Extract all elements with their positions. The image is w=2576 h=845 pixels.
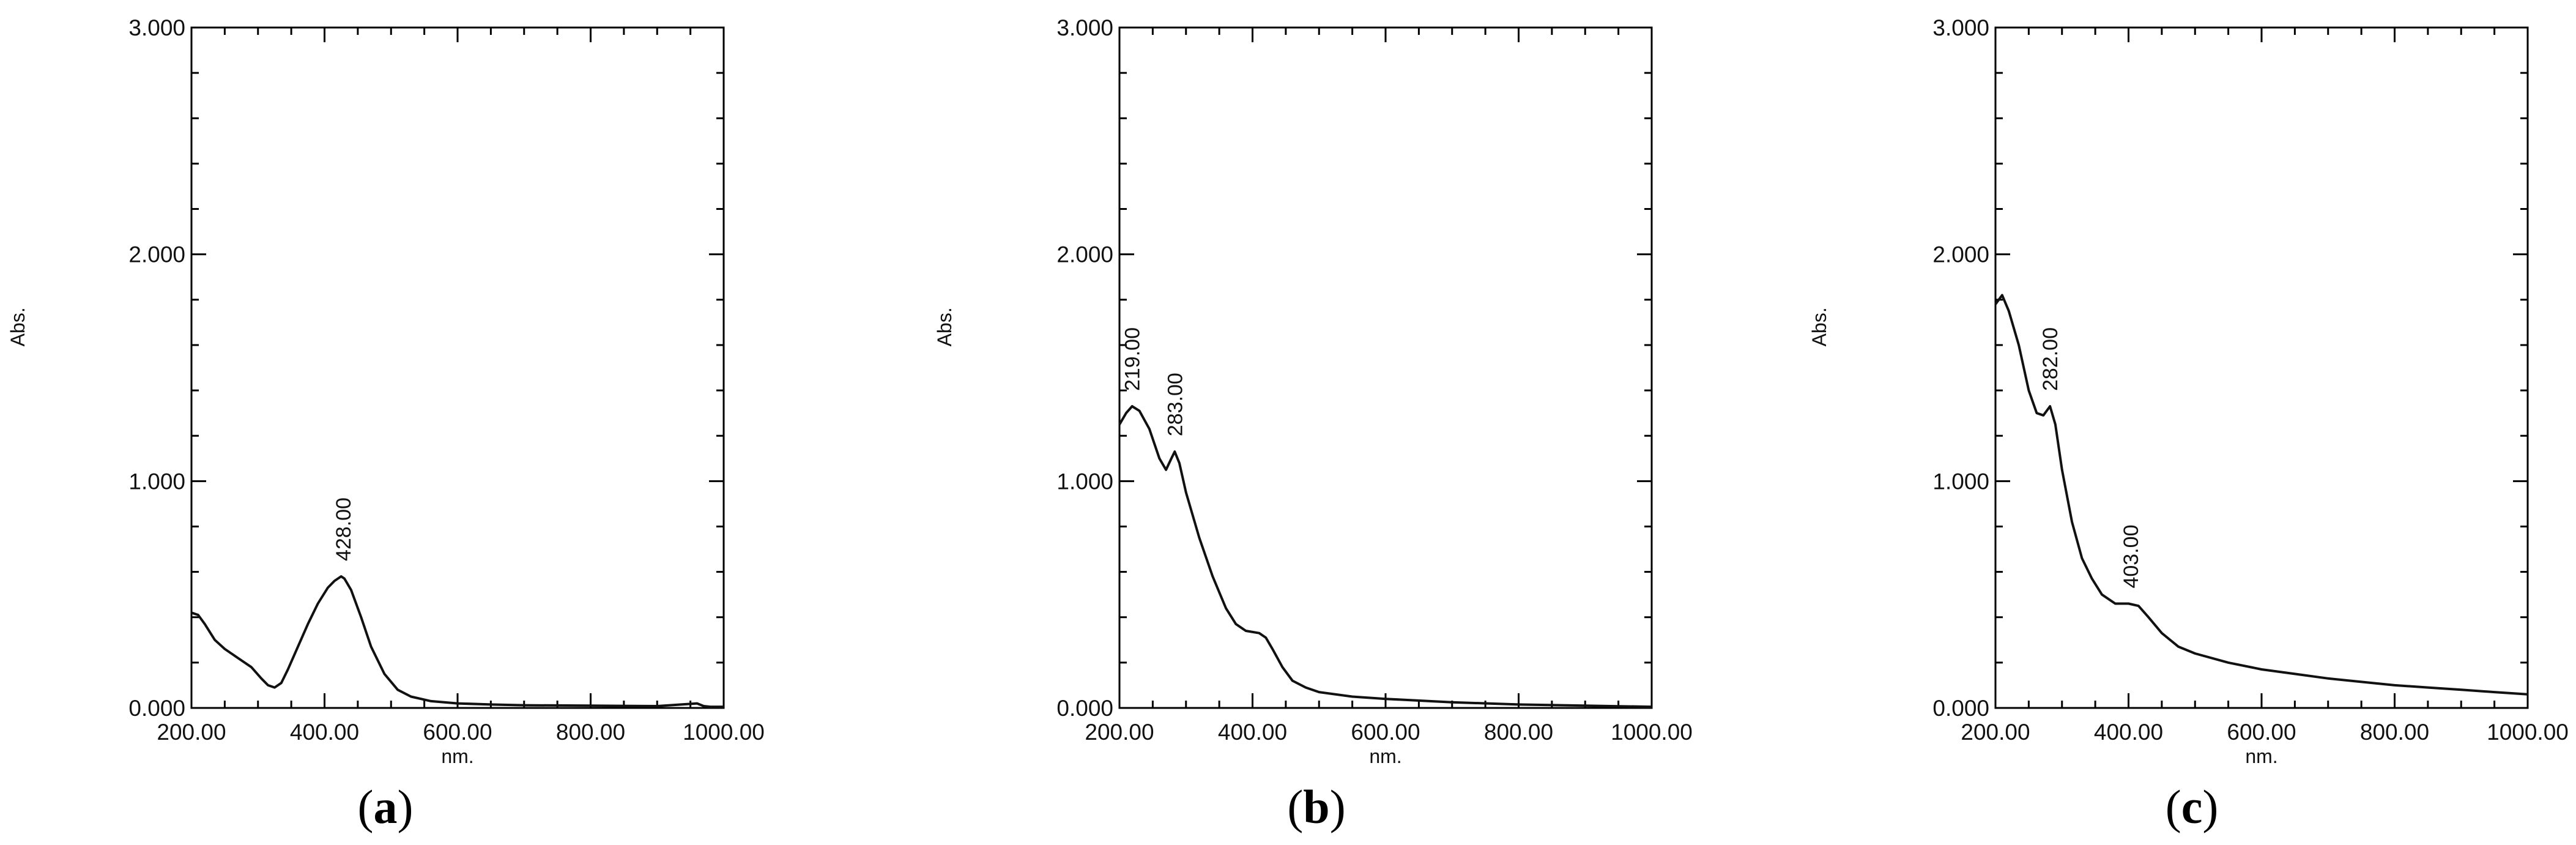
x-tick-label: 200.00 [1961,720,2030,745]
x-tick-label: 1000.00 [683,720,765,745]
caption-paren-open: ( [2166,780,2181,833]
spectrum-line [1994,294,2528,696]
x-tick-label: 600.00 [1351,720,1420,745]
caption-letter: a [374,780,398,833]
caption-paren-open: ( [358,780,374,833]
peak-label: 219.00 [1121,327,1145,391]
x-tick-label: 600.00 [2227,720,2296,745]
minor-ticks [1995,28,2528,708]
y-axis-label: Abs. [7,307,29,346]
minor-ticks [1119,28,1652,708]
y-tick-label: 0.000 [1056,696,1113,721]
caption-letter: c [2181,780,2203,833]
y-tick-label: 3.000 [1932,15,1989,40]
chart-panel-b: 200.00 400.00 600.00 800.00 1000.00 0.000 1.00… [934,15,1693,833]
caption-letter: b [1303,780,1329,833]
caption-paren-open: ( [1287,780,1303,833]
x-tick-label: 200.00 [157,720,226,745]
plot-frame [1118,26,1653,709]
y-tick-label: 2.000 [128,242,185,267]
x-tick-label: 400.00 [2094,720,2163,745]
panel-caption: (b) [1287,780,1345,833]
x-tick-label: 1000.00 [1611,720,1693,745]
chart-panel-c: 200.00 400.00 600.00 800.00 1000.00 0.000 1.00… [1808,15,2569,833]
y-tick-label: 3.000 [1056,15,1113,40]
y-tick-label: 1.000 [1056,469,1113,494]
x-tick-label: 800.00 [556,720,625,745]
y-tick-label: 0.000 [128,696,185,721]
peak-label: 403.00 [2120,524,2143,588]
x-axis-label: nm. [1369,745,1401,767]
x-axis-label: nm. [2245,745,2277,767]
caption-paren-close: ) [1330,780,1346,833]
x-tick-label: 200.00 [1085,720,1154,745]
y-tick-label: 3.000 [128,15,185,40]
x-tick-label: 400.00 [290,720,359,745]
y-axis-label: Abs. [934,307,956,346]
caption-paren-close: ) [398,780,414,833]
x-tick-label: 600.00 [423,720,492,745]
y-tick-label: 2.000 [1056,242,1113,267]
plot-frame [190,26,725,709]
caption-paren-close: ) [2202,780,2218,833]
peak-label: 283.00 [1164,373,1187,436]
x-tick-label: 800.00 [2360,720,2429,745]
y-tick-label: 2.000 [1932,242,1989,267]
y-tick-label: 1.000 [128,469,185,494]
x-axis-label: nm. [441,745,473,767]
panel-caption: (a) [358,780,414,833]
x-tick-label: 1000.00 [2487,720,2569,745]
y-tick-label: 1.000 [1932,469,1989,494]
chart-panel-a: 200.00 400.00 600.00 800.00 1000.00 0.000 1.00… [7,15,765,833]
x-tick-label: 400.00 [1218,720,1287,745]
peak-label: 282.00 [2039,327,2062,391]
spectrum-line [1118,405,1652,709]
minor-ticks [191,28,724,708]
y-axis-label: Abs. [1808,307,1830,346]
y-tick-label: 0.000 [1932,696,1989,721]
spectrum-line [191,575,724,709]
panel-caption: (c) [2166,780,2219,833]
x-tick-label: 800.00 [1484,720,1553,745]
plot-frame [1994,26,2529,709]
peak-label: 428.00 [332,497,355,561]
